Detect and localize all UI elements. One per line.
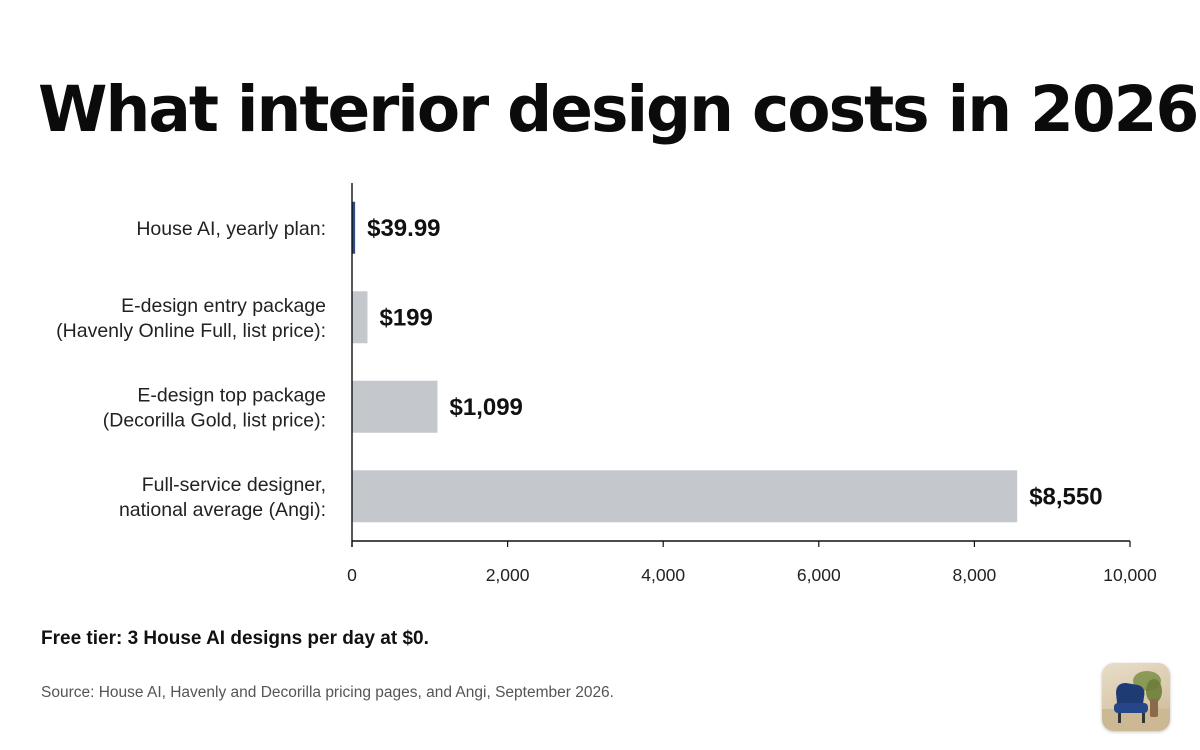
category-label-0: House AI, yearly plan: (136, 218, 326, 240)
category-label-line: E-design top package (137, 384, 326, 406)
category-label-line: Full-service designer, (142, 474, 326, 496)
x-tick-label-2: 4,000 (641, 565, 685, 585)
x-tick-label-5: 10,000 (1103, 565, 1157, 585)
category-label-2: E-design top package (Decorilla Gold, lis… (103, 384, 326, 431)
bar-chart: $39.99 House AI, yearly plan: $199 E-design… (56, 183, 1157, 585)
value-label-2: $1,099 (450, 394, 523, 421)
bar-3 (352, 470, 1018, 523)
category-label-line: (Havenly Online Full, list price): (56, 320, 326, 342)
armchair-logo-icon (1102, 663, 1170, 731)
value-label-1: $199 (379, 304, 432, 331)
chart-title: What interior design costs in 2026 (38, 73, 1199, 146)
value-label-3: $8,550 (1029, 483, 1102, 510)
bar-2 (352, 380, 438, 433)
free-tier-note: Free tier: 3 House AI designs per day at… (41, 628, 429, 649)
bar-0 (352, 201, 356, 254)
x-tick-label-0: 0 (347, 565, 357, 585)
x-tick-label-3: 6,000 (797, 565, 841, 585)
category-label-line: House AI, yearly plan: (136, 218, 326, 240)
source-note: Source: House AI, Havenly and Decorilla … (41, 684, 614, 701)
value-label-0: $39.99 (367, 215, 440, 242)
x-tick-label-4: 8,000 (953, 565, 997, 585)
x-tick-label-1: 2,000 (486, 565, 530, 585)
category-label-line: (Decorilla Gold, list price): (103, 409, 326, 431)
bar-1 (352, 291, 368, 344)
category-label-1: E-design entry package (Havenly Online Fu… (56, 295, 326, 342)
category-label-3: Full-service designer, national average (… (119, 474, 326, 521)
category-label-line: E-design entry package (121, 295, 326, 317)
category-label-line: national average (Angi): (119, 499, 326, 521)
